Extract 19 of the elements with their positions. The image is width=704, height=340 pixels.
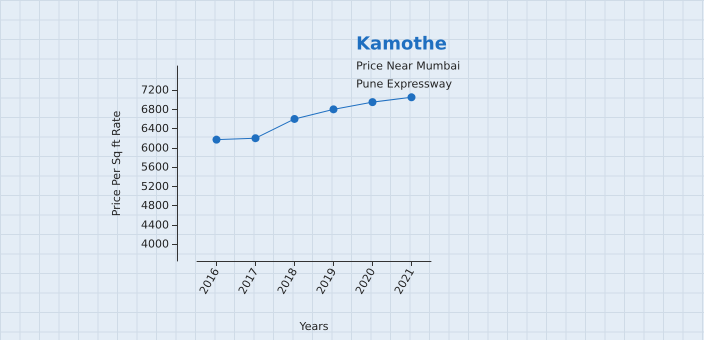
y-tick-label: 6400 — [141, 122, 169, 136]
point — [252, 134, 260, 142]
point — [290, 114, 298, 123]
y-tick-label: 7200 — [141, 84, 169, 97]
point — [368, 98, 376, 106]
chart-subtitle: Price Near Mumbai Pune Expressway — [356, 60, 460, 90]
y-tick-label: 5200 — [141, 180, 169, 193]
y-tick-label: 4800 — [141, 199, 169, 212]
x-axis-title: Years — [298, 320, 329, 333]
y-axis-title: Price Per Sq ft Rate — [110, 110, 123, 216]
y-tick-label: 4000 — [141, 238, 169, 251]
point — [212, 136, 220, 144]
point — [408, 93, 416, 102]
y-tick-label: 6800 — [141, 102, 169, 116]
y-tick-label: 6000 — [141, 141, 169, 154]
chart-title: Kamothe — [356, 34, 447, 54]
point — [330, 105, 338, 114]
y-tick-label: 4400 — [141, 218, 169, 232]
y-tick-label: 5600 — [141, 160, 169, 174]
